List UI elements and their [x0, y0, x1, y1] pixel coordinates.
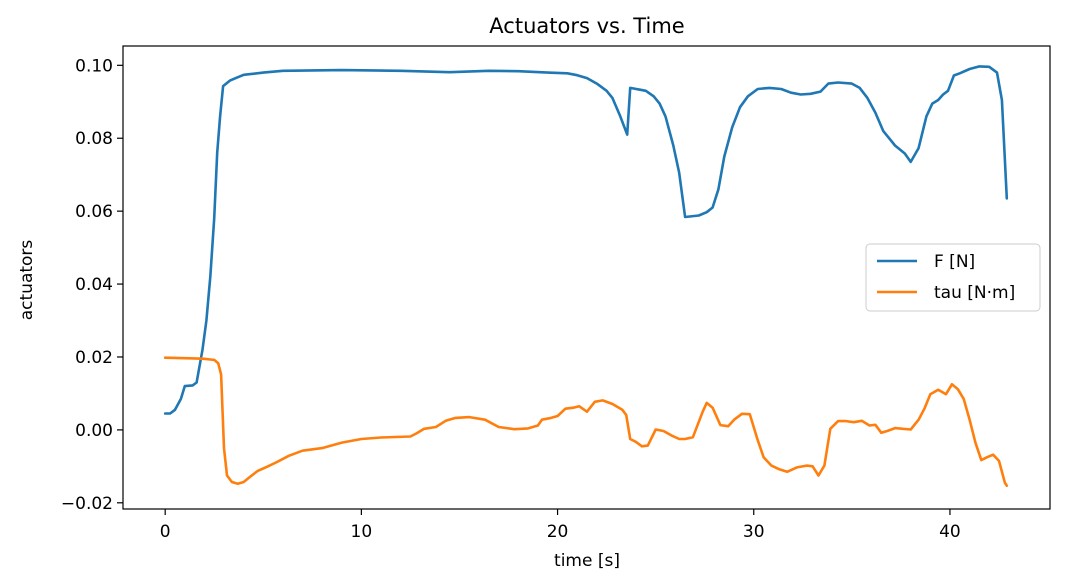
y-tick-label: 0.02	[75, 348, 113, 368]
x-axis-label: time [s]	[554, 551, 620, 571]
series-line-tau	[163, 356, 1009, 487]
series-layer	[163, 65, 1009, 487]
y-tick-label: −0.02	[61, 494, 113, 514]
chart-title: Actuators vs. Time	[489, 14, 684, 38]
x-tick-label: 20	[547, 522, 569, 542]
x-tick-label: 30	[743, 522, 765, 542]
y-axis-label: actuators	[17, 240, 37, 321]
y-tick-label: 0.08	[75, 129, 113, 149]
y-tick-label: 0.00	[75, 421, 113, 441]
y-tick-label: 0.06	[75, 202, 113, 222]
y-tick-label: 0.10	[75, 56, 113, 76]
x-tick-label: 40	[939, 522, 961, 542]
x-axis: 0 10 20 30 40	[160, 509, 961, 542]
legend: F [N] tau [N·m]	[865, 243, 1041, 312]
series-line-f	[163, 65, 1009, 415]
y-axis: −0.02 0.00 0.02 0.04 0.06 0.08 0.10	[61, 56, 123, 514]
x-tick-label: 10	[351, 522, 373, 542]
plot-area: 0 10 20 30 40 −0.02 0.00 0.02 0.04 0.06 0.08 0.10	[61, 45, 1051, 542]
y-tick-label: 0.04	[75, 275, 113, 295]
legend-label-f: F [N]	[934, 252, 975, 272]
legend-label-tau: tau [N·m]	[934, 283, 1015, 303]
axes-frame	[122, 45, 1051, 510]
x-tick-label: 0	[160, 522, 171, 542]
